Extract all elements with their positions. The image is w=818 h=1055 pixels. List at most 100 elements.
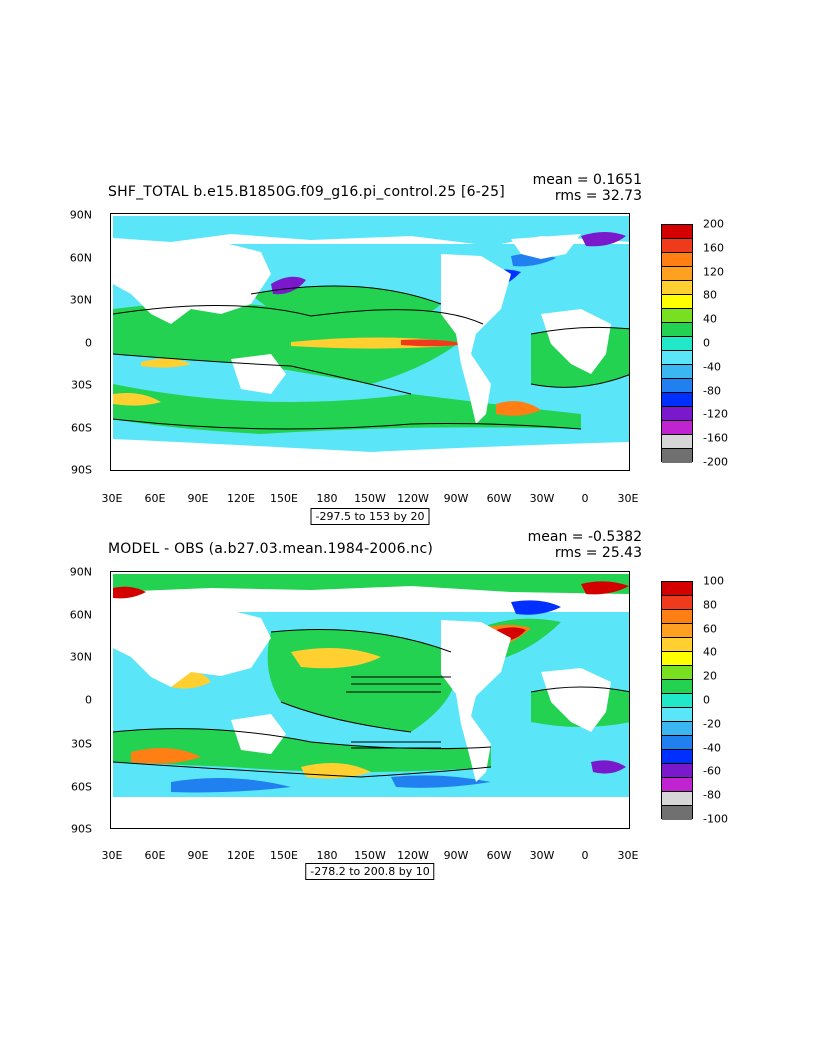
- colorbar-swatch: [662, 253, 692, 267]
- lon-label: 120W: [397, 849, 429, 862]
- lat-label: 90S: [71, 463, 92, 477]
- colorbar-swatch: [662, 421, 692, 435]
- colorbar-swatch: [662, 778, 692, 792]
- colorbar-tick-label: 100: [703, 574, 724, 588]
- rms-value: rms = 32.73: [554, 188, 642, 204]
- model-minus-obs-field: [111, 572, 629, 828]
- contour-range-box: -297.5 to 153 by 20: [310, 508, 430, 525]
- colorbar: [661, 224, 693, 463]
- map-panel-model-minus-obs: mean = -0.5382 rms = 25.43 MODEL - OBS (…: [0, 527, 818, 887]
- colorbar-swatch: [662, 610, 692, 624]
- lon-label: 120E: [227, 492, 255, 505]
- lon-label: 60E: [144, 492, 166, 505]
- lon-label: 180: [316, 492, 338, 505]
- colorbar-swatch: [662, 638, 692, 652]
- colorbar-tick-label: 160: [703, 241, 724, 255]
- colorbar-swatch: [662, 652, 692, 666]
- lon-label: 120W: [397, 492, 429, 505]
- colorbar-swatch: [662, 407, 692, 421]
- rms-value: rms = 25.43: [554, 545, 642, 561]
- lon-label: 150E: [270, 492, 298, 505]
- mean-value: mean = 0.1651: [532, 172, 642, 188]
- lon-label: 30E: [101, 492, 123, 505]
- lat-label: 90N: [69, 565, 92, 579]
- lon-label: 120E: [227, 849, 255, 862]
- lon-label: 60W: [486, 849, 512, 862]
- colorbar-swatch: [662, 365, 692, 379]
- colorbar-swatch: [662, 764, 692, 778]
- lat-label: 30N: [69, 293, 92, 307]
- lon-label: 150W: [354, 849, 386, 862]
- lon-label: 30W: [529, 492, 555, 505]
- colorbar-swatch: [662, 393, 692, 407]
- colorbar-swatch: [662, 666, 692, 680]
- colorbar-swatch: [662, 225, 692, 239]
- colorbar-swatch: [662, 435, 692, 449]
- colorbar-swatch: [662, 708, 692, 722]
- lon-label: 90W: [443, 849, 469, 862]
- colorbar-tick-label: -40: [703, 360, 721, 374]
- lat-label: 30N: [69, 650, 92, 664]
- lat-label: 30S: [71, 378, 92, 392]
- colorbar-tick-label: -100: [703, 812, 728, 826]
- colorbar-tick-label: 40: [703, 645, 717, 659]
- colorbar-swatch: [662, 323, 692, 337]
- colorbar-swatch: [662, 281, 692, 295]
- map-plot-area: [110, 571, 630, 829]
- colorbar-tick-label: -40: [703, 741, 721, 755]
- colorbar-tick-label: -160: [703, 431, 728, 445]
- shf-total-field: [111, 214, 629, 470]
- colorbar-swatch: [662, 267, 692, 281]
- colorbar-tick-label: 80: [703, 598, 717, 612]
- colorbar-swatch: [662, 596, 692, 610]
- colorbar-tick-label: 80: [703, 288, 717, 302]
- colorbar-swatch: [662, 239, 692, 253]
- colorbar-swatch: [662, 750, 692, 764]
- colorbar-tick-label: 120: [703, 265, 724, 279]
- colorbar-tick-label: -120: [703, 407, 728, 421]
- lon-label: 150W: [354, 492, 386, 505]
- colorbar-swatch: [662, 694, 692, 708]
- lon-label: 90E: [187, 849, 209, 862]
- colorbar-tick-label: -20: [703, 717, 721, 731]
- colorbar-swatch: [662, 722, 692, 736]
- lat-label: 30S: [71, 737, 92, 751]
- colorbar-tick-label: 200: [703, 217, 724, 231]
- lat-label: 0: [85, 693, 92, 707]
- lat-label: 0: [85, 336, 92, 350]
- colorbar-tick-label: 0: [703, 336, 710, 350]
- colorbar: [661, 581, 693, 820]
- lon-label: 60E: [144, 849, 166, 862]
- colorbar-swatch: [662, 806, 692, 820]
- mean-value: mean = -0.5382: [527, 529, 642, 545]
- lon-label: 90W: [443, 492, 469, 505]
- colorbar-swatch: [662, 624, 692, 638]
- map-panel-shf-total: mean = 0.1651 rms = 32.73 SHF_TOTAL b.e1…: [0, 170, 818, 530]
- lon-label: 30E: [617, 849, 639, 862]
- lon-label: 90E: [187, 492, 209, 505]
- map-title: SHF_TOTAL b.e15.B1850G.f09_g16.pi_contro…: [108, 184, 505, 200]
- colorbar-swatch: [662, 295, 692, 309]
- contour-range-box: -278.2 to 200.8 by 10: [305, 863, 435, 880]
- lon-label: 0: [581, 849, 589, 862]
- lat-label: 60S: [71, 421, 92, 435]
- lat-label: 60N: [69, 251, 92, 265]
- colorbar-tick-label: -200: [703, 455, 728, 469]
- colorbar-swatch: [662, 379, 692, 393]
- colorbar-swatch: [662, 449, 692, 463]
- colorbar-tick-label: -60: [703, 764, 721, 778]
- colorbar-tick-label: -80: [703, 788, 721, 802]
- lon-label: 150E: [270, 849, 298, 862]
- lon-label: 30E: [617, 492, 639, 505]
- colorbar-tick-label: -80: [703, 384, 721, 398]
- colorbar-swatch: [662, 351, 692, 365]
- lat-label: 60N: [69, 608, 92, 622]
- lat-label: 90S: [71, 822, 92, 836]
- colorbar-swatch: [662, 680, 692, 694]
- map-title: MODEL - OBS (a.b27.03.mean.1984-2006.nc): [108, 541, 434, 557]
- lon-label: 30E: [101, 849, 123, 862]
- colorbar-swatch: [662, 736, 692, 750]
- map-plot-area: [110, 213, 630, 471]
- lon-label: 180: [316, 849, 338, 862]
- colorbar-tick-label: 20: [703, 669, 717, 683]
